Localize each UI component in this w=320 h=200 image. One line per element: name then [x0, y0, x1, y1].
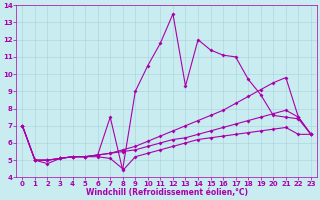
X-axis label: Windchill (Refroidissement éolien,°C): Windchill (Refroidissement éolien,°C)	[86, 188, 248, 197]
